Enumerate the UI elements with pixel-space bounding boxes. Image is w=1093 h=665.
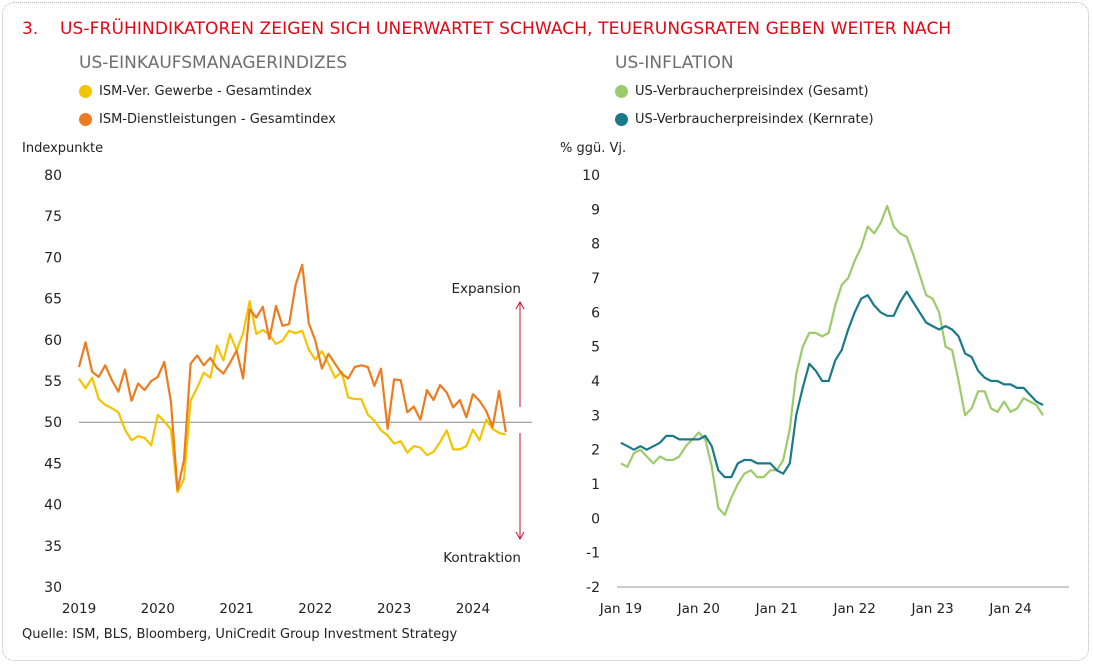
- figure-title-text: US-FRÜHINDIKATOREN ZEIGEN SICH UNERWARTE…: [60, 19, 952, 39]
- legend-label: ISM-Dienstleistungen - Gesamtindex: [99, 112, 336, 127]
- cpi-y-tick-label: 4: [591, 374, 600, 390]
- pmi-y-tick-label: 75: [44, 209, 62, 225]
- pmi-series-line-1: [78, 300, 507, 494]
- cpi-y-tick-label: 9: [591, 202, 600, 218]
- legend-label: ISM-Ver. Gewerbe - Gesamtindex: [99, 84, 312, 99]
- pmi-y-tick-label: 50: [44, 415, 62, 431]
- cpi-x-tick-label: Jan 19: [599, 601, 642, 617]
- pmi-y-tick-label: 55: [44, 374, 62, 390]
- contraction-arrow-head: [515, 531, 525, 541]
- pmi-x-tick-label: 2021: [219, 601, 253, 617]
- expansion-label: Expansion: [451, 281, 521, 297]
- right-chart-title: US-INFLATION: [615, 53, 734, 73]
- pmi-y-tick-label: 80: [44, 168, 62, 184]
- legend-dot: [79, 85, 92, 98]
- cpi-y-tick-label: 0: [591, 511, 600, 527]
- figure-number: 3.: [22, 19, 39, 39]
- pmi-x-tick-label: 2019: [62, 601, 96, 617]
- pmi-y-tick-label: 45: [44, 456, 62, 472]
- cpi-y-tick-label: 6: [591, 305, 600, 321]
- legend-dot: [615, 85, 628, 98]
- cpi-x-tick-label: Jan 20: [677, 601, 720, 617]
- legend-label: US-Verbraucherpreisindex (Kernrate): [635, 112, 874, 127]
- cpi-y-tick-label: 5: [591, 340, 600, 356]
- cpi-y-tick-label: -2: [586, 580, 600, 596]
- legend-item-cpi-core: US-Verbraucherpreisindex (Kernrate): [615, 112, 874, 127]
- pmi-y-tick-label: 40: [44, 498, 62, 514]
- pmi-y-tick-label: 70: [44, 250, 62, 266]
- cpi-x-tick-label: Jan 24: [988, 601, 1031, 617]
- pmi-x-tick-label: 2022: [298, 601, 332, 617]
- pmi-x-tick-label: 2020: [141, 601, 175, 617]
- pmi-y-tick-label: 60: [44, 333, 62, 349]
- expansion-arrow-head: [515, 300, 525, 310]
- legend-item-ism-services: ISM-Dienstleistungen - Gesamtindex: [79, 112, 336, 127]
- cpi-y-tick-label: 7: [591, 271, 600, 287]
- pmi-x-tick-label: 2023: [377, 601, 411, 617]
- legend-dot: [79, 113, 92, 126]
- right-y-axis-label: % ggü. Vj.: [560, 141, 627, 156]
- legend-item-ism-manufacturing: ISM-Ver. Gewerbe - Gesamtindex: [79, 84, 312, 99]
- pmi-series-line-2: [77, 263, 507, 491]
- pmi-y-tick-label: 35: [44, 539, 62, 555]
- legend-dot: [615, 113, 628, 126]
- cpi-series-line-2: [620, 290, 1044, 479]
- pmi-x-tick-label: 2024: [456, 601, 490, 617]
- cpi-y-tick-label: 8: [591, 237, 600, 253]
- cpi-y-tick-label: 2: [591, 443, 600, 459]
- cpi-y-tick-label: -1: [586, 546, 600, 562]
- legend-label: US-Verbraucherpreisindex (Gesamt): [635, 84, 869, 99]
- pmi-y-tick-label: 65: [44, 292, 62, 308]
- source-note: Quelle: ISM, BLS, Bloomberg, UniCredit G…: [22, 627, 458, 642]
- left-chart-title: US-EINKAUFSMANAGERINDIZES: [79, 53, 348, 73]
- pmi-y-tick-label: 30: [44, 580, 62, 596]
- cpi-series-line-1: [620, 204, 1044, 517]
- cpi-x-tick-label: Jan 21: [755, 601, 798, 617]
- contraction-label: Kontraktion: [443, 550, 521, 566]
- cpi-x-tick-label: Jan 23: [910, 601, 953, 617]
- left-y-axis-label: Indexpunkte: [22, 141, 104, 156]
- figure-title: 3. US-FRÜHINDIKATOREN ZEIGEN SICH UNERWAR…: [22, 19, 951, 39]
- legend-item-cpi-headline: US-Verbraucherpreisindex (Gesamt): [615, 84, 869, 99]
- cpi-y-tick-label: 3: [591, 408, 600, 424]
- cpi-y-tick-label: 10: [582, 168, 600, 184]
- cpi-x-tick-label: Jan 22: [833, 601, 876, 617]
- cpi-y-tick-label: 1: [591, 477, 600, 493]
